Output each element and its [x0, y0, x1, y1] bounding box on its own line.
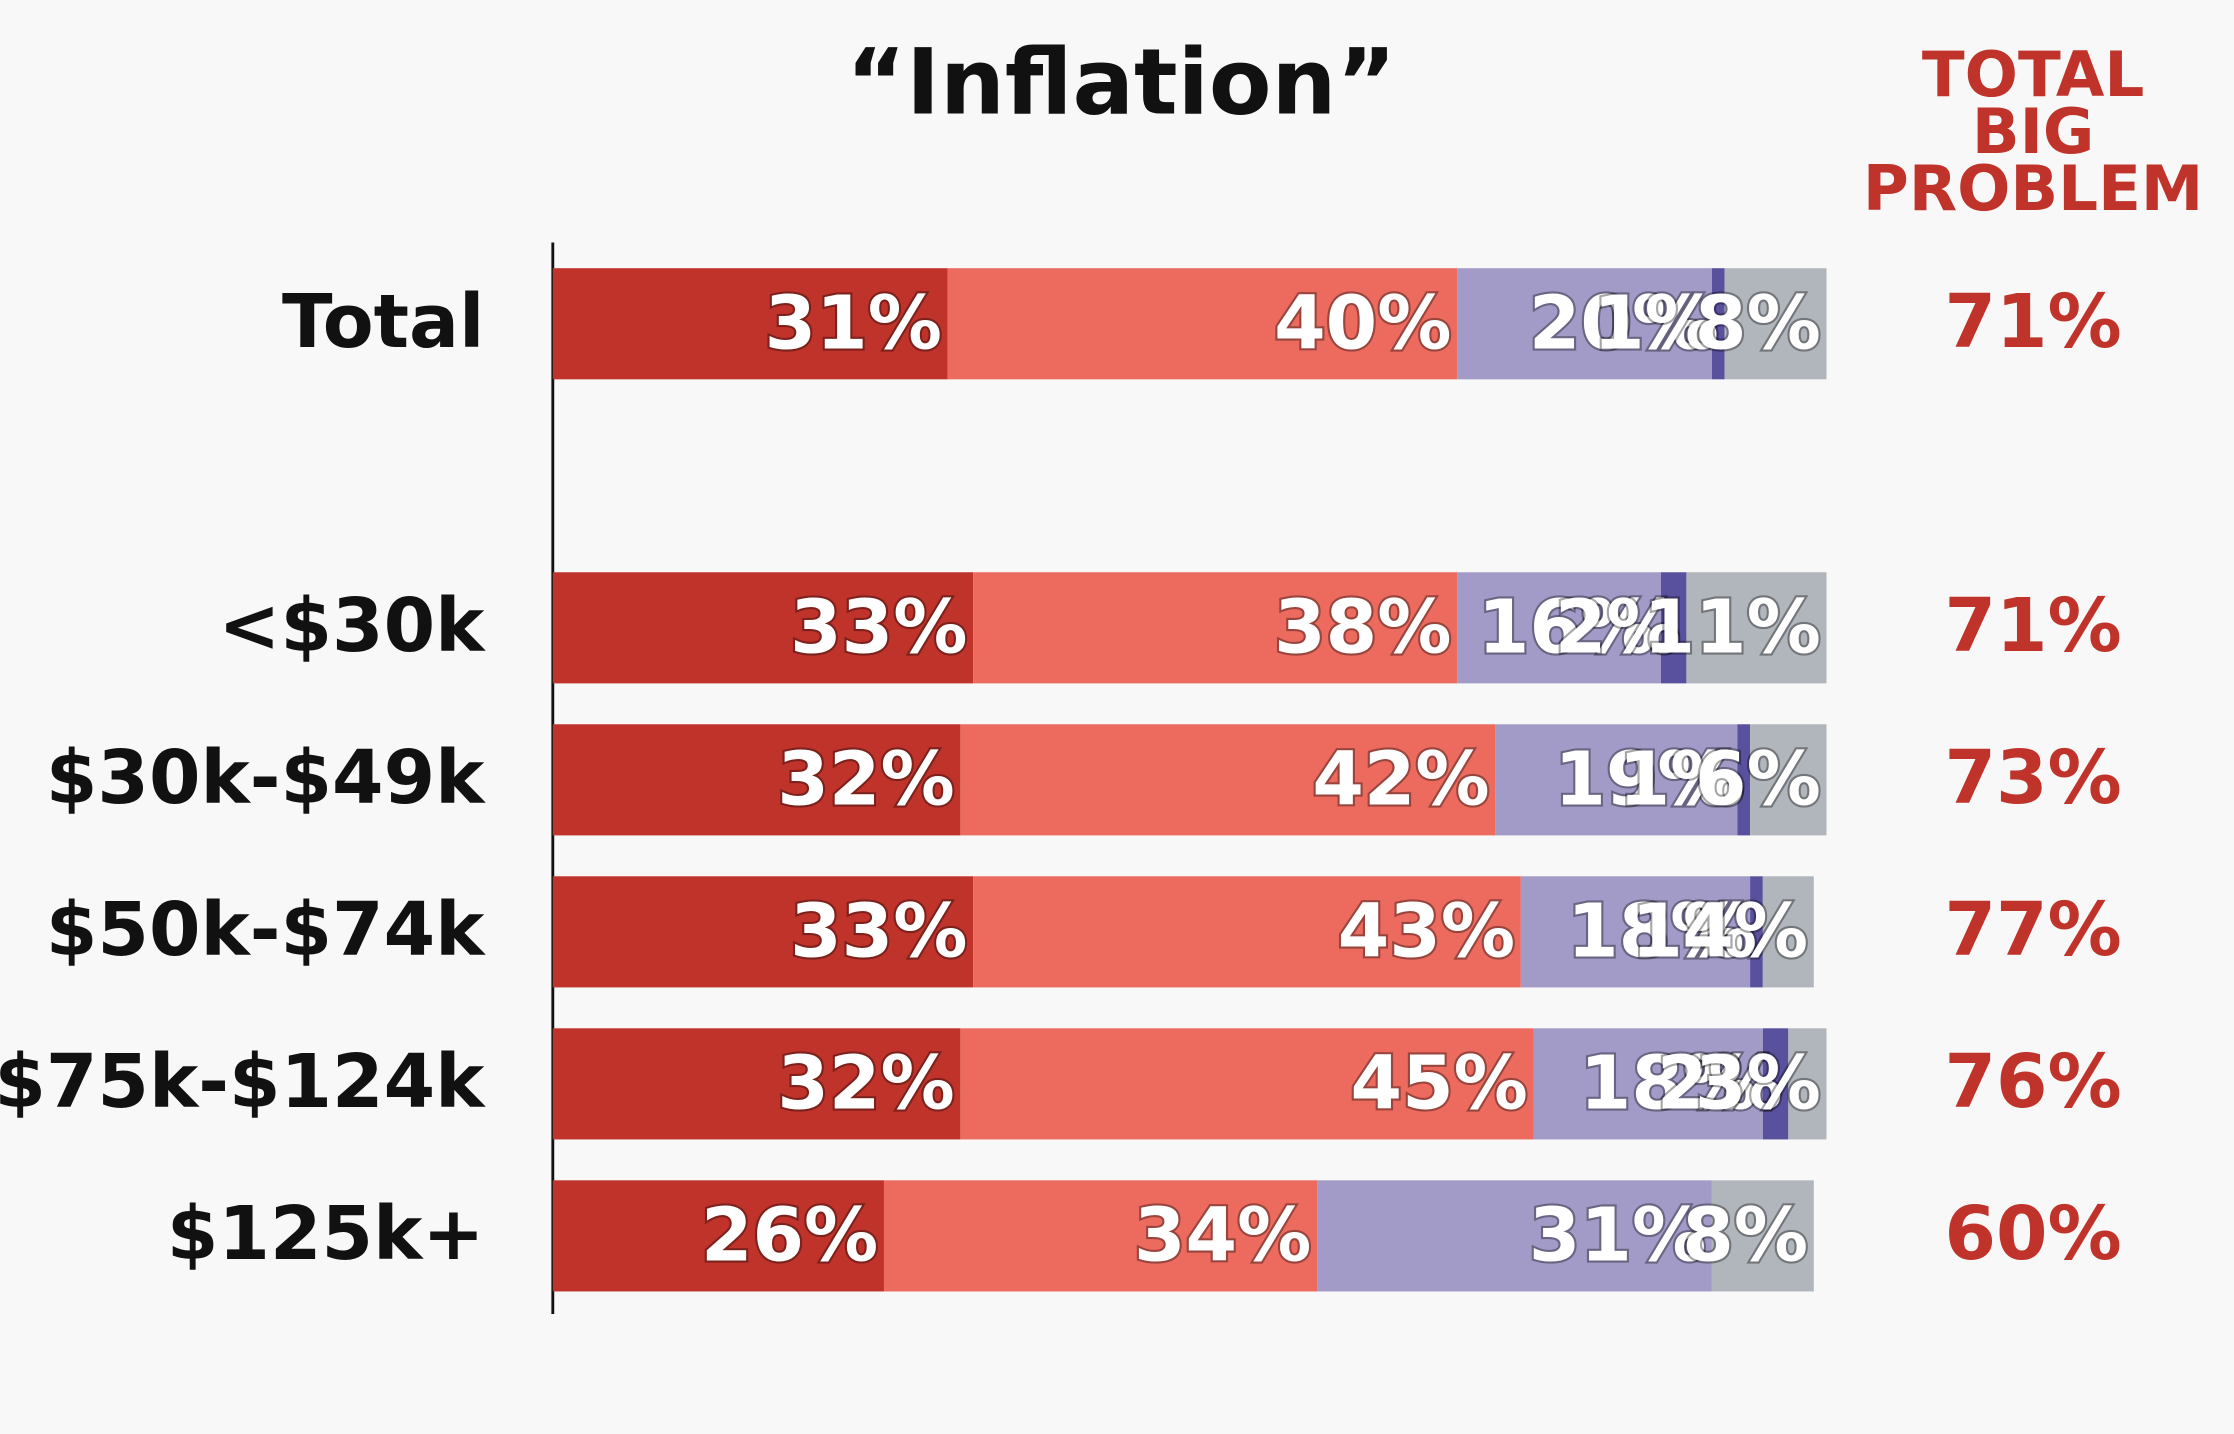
segment-label: 8% — [1682, 1193, 1808, 1279]
category-label: <$30k — [218, 583, 486, 669]
bar-segment — [947, 268, 1458, 380]
bar-segment — [973, 876, 1521, 988]
chart-title: “Inflation” — [846, 29, 1396, 136]
bar-segment — [1686, 572, 1827, 684]
bar-segment — [1457, 268, 1712, 380]
bar-segment — [1762, 1028, 1789, 1140]
segment-label: 8% — [1695, 281, 1821, 367]
category-label: $75k-$124k — [0, 1039, 486, 1125]
bar-segment — [1788, 1028, 1827, 1140]
segment-label: 1% — [1631, 889, 1757, 975]
segment-label: 43% — [1338, 889, 1515, 975]
segment-label: 1% — [1593, 281, 1719, 367]
total-value: 71% — [1944, 279, 2121, 365]
bar-segment — [960, 1028, 1534, 1140]
segment-label: 4% — [1682, 889, 1808, 975]
segment-label: 3% — [1695, 1041, 1821, 1127]
total-value: 60% — [1944, 1191, 2121, 1277]
segment-label: 32% — [777, 1041, 954, 1127]
segment-label: 33% — [790, 889, 967, 975]
segment-label: 19% — [1554, 737, 1731, 823]
segment-label: 33% — [790, 585, 967, 671]
bar-segment — [552, 876, 974, 988]
bar-segment — [552, 1028, 961, 1140]
segment-label: 2% — [1657, 1041, 1783, 1127]
segment-label: 26% — [701, 1193, 878, 1279]
bar-segment — [552, 724, 961, 836]
segment-label: 32% — [777, 737, 954, 823]
bar-segment — [1750, 876, 1763, 988]
bar-segment — [960, 724, 1496, 836]
total-column-title: BIG — [1972, 95, 2095, 168]
total-value: 76% — [1944, 1039, 2121, 1125]
bar-segment — [1762, 876, 1814, 988]
segment-label: 2% — [1555, 585, 1681, 671]
bar-segment — [1317, 1180, 1712, 1292]
segment-label: 40% — [1274, 281, 1451, 367]
bar-segment — [1660, 572, 1687, 684]
total-value: 77% — [1944, 887, 2121, 973]
total-value: 73% — [1944, 735, 2121, 821]
category-label: $30k-$49k — [46, 735, 486, 821]
bar-segment — [1711, 268, 1725, 380]
bar-segment — [552, 572, 974, 684]
category-label: Total — [282, 279, 484, 365]
segment-label: 34% — [1134, 1193, 1311, 1279]
total-column-title: TOTAL — [1922, 38, 2144, 111]
segment-label: 38% — [1274, 585, 1451, 671]
total-value: 71% — [1944, 583, 2121, 669]
bar-segment — [1533, 1028, 1763, 1140]
segment-label: 18% — [1567, 889, 1744, 975]
bar-segment — [1724, 268, 1827, 380]
bar-segment — [552, 1180, 884, 1292]
category-label: $50k-$74k — [46, 887, 486, 973]
bar-segment — [1520, 876, 1751, 988]
bar-segment — [1737, 724, 1751, 836]
segment-label: 11% — [1644, 585, 1821, 671]
bar-segment — [973, 572, 1458, 684]
segment-label: 1% — [1619, 737, 1745, 823]
segment-label: 42% — [1312, 737, 1489, 823]
segment-label: 31% — [765, 281, 942, 367]
total-column-title: PROBLEM — [1863, 152, 2203, 225]
segment-label: 31% — [1529, 1193, 1706, 1279]
bar-segment — [1457, 572, 1661, 684]
bar-segment — [1495, 724, 1738, 836]
category-label: $125k+ — [167, 1191, 485, 1277]
segment-label: 20% — [1529, 281, 1706, 367]
segment-label: 45% — [1351, 1041, 1528, 1127]
segment-label: 18% — [1580, 1041, 1757, 1127]
bar-segment — [1750, 724, 1827, 836]
bar-segment — [1711, 1180, 1814, 1292]
segment-label: 6% — [1695, 737, 1821, 823]
bar-segment — [883, 1180, 1318, 1292]
bar-segment — [552, 268, 948, 380]
segment-label: 16% — [1478, 585, 1655, 671]
